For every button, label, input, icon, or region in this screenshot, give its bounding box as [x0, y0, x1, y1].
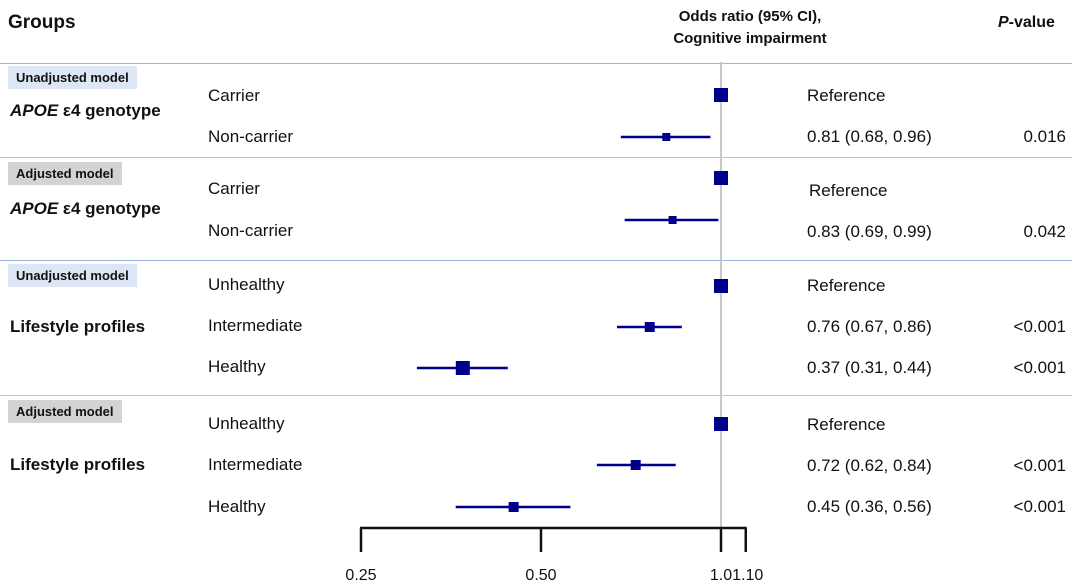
- p-value: <0.001: [1013, 497, 1066, 516]
- odds-ratio-header-line1: Odds ratio (95% CI),: [678, 8, 822, 25]
- row-label: Carrier: [208, 179, 260, 198]
- estimate-text: 0.81 (0.68, 0.96): [807, 127, 932, 146]
- model-badge: Adjusted model: [8, 162, 122, 185]
- estimate-text: Reference: [807, 276, 886, 295]
- group-label: Lifestyle profiles: [10, 455, 145, 475]
- separator-line: [0, 157, 1072, 158]
- row-label: Carrier: [208, 86, 260, 105]
- estimate-text: 0.37 (0.31, 0.44): [807, 358, 932, 377]
- estimate-text: Reference: [807, 415, 886, 434]
- group-label-italic: APOE: [10, 199, 59, 218]
- p-value: <0.001: [1013, 456, 1066, 475]
- point-estimate: [455, 361, 470, 375]
- p-value: <0.001: [1013, 317, 1066, 336]
- row-label: Non-carrier: [208, 221, 294, 240]
- row-label: Unhealthy: [208, 414, 285, 433]
- row-label: Unhealthy: [208, 275, 285, 294]
- group-label-rest: Lifestyle profiles: [10, 455, 146, 474]
- x-tick-label: 0.25: [345, 567, 376, 582]
- estimate-text: Reference: [809, 181, 888, 200]
- group-label: APOE ε4 genotype: [10, 199, 161, 219]
- row-label: Intermediate: [208, 455, 303, 474]
- x-tick-label: 0.50: [525, 567, 556, 582]
- point-estimate: [714, 417, 728, 431]
- estimate-text: 0.76 (0.67, 0.86): [807, 317, 932, 336]
- row-label: Intermediate: [208, 316, 303, 335]
- point-estimate: [714, 171, 728, 185]
- estimate-text: 0.45 (0.36, 0.56): [807, 497, 932, 516]
- estimate-text: Reference: [807, 86, 886, 105]
- separator-line: [0, 260, 1072, 261]
- separator-line: [0, 63, 1072, 64]
- x-tick-label: 1.0: [710, 567, 732, 582]
- model-badge: Adjusted model: [8, 400, 122, 423]
- groups-header: Groups: [8, 12, 76, 33]
- row-label: Healthy: [208, 357, 266, 376]
- separator-line: [0, 395, 1072, 396]
- p-value: <0.001: [1013, 358, 1066, 377]
- p-value-header-italic: P: [998, 14, 1009, 31]
- point-estimate: [630, 460, 641, 470]
- estimate-text: 0.72 (0.62, 0.84): [807, 456, 932, 475]
- p-value-header-rest: -value: [1008, 14, 1055, 31]
- point-estimate: [714, 88, 728, 102]
- model-badge: Unadjusted model: [8, 264, 137, 287]
- p-value: 0.016: [1023, 127, 1066, 146]
- p-value-header: P-value: [998, 14, 1055, 32]
- point-estimate: [668, 216, 677, 224]
- point-estimate: [508, 502, 519, 512]
- model-badge: Unadjusted model: [8, 66, 137, 89]
- group-label: APOE ε4 genotype: [10, 101, 161, 121]
- group-label-rest: Lifestyle profiles: [10, 317, 146, 336]
- point-estimate: [644, 322, 655, 332]
- group-label-rest: ε4 genotype: [58, 199, 161, 218]
- group-label-rest: ε4 genotype: [58, 101, 161, 120]
- row-label: Non-carrier: [208, 127, 294, 146]
- point-estimate: [714, 279, 728, 293]
- odds-ratio-header-line2: Cognitive impairment: [673, 30, 827, 47]
- odds-ratio-header: Odds ratio (95% CI), Cognitive impairmen…: [640, 6, 860, 50]
- estimate-text: 0.83 (0.69, 0.99): [807, 222, 932, 241]
- group-label-italic: APOE: [10, 101, 59, 120]
- point-estimate: [662, 133, 671, 141]
- x-tick-label: 1.10: [732, 567, 763, 582]
- row-label: Healthy: [208, 497, 266, 516]
- group-label: Lifestyle profiles: [10, 317, 145, 337]
- p-value: 0.042: [1023, 222, 1066, 241]
